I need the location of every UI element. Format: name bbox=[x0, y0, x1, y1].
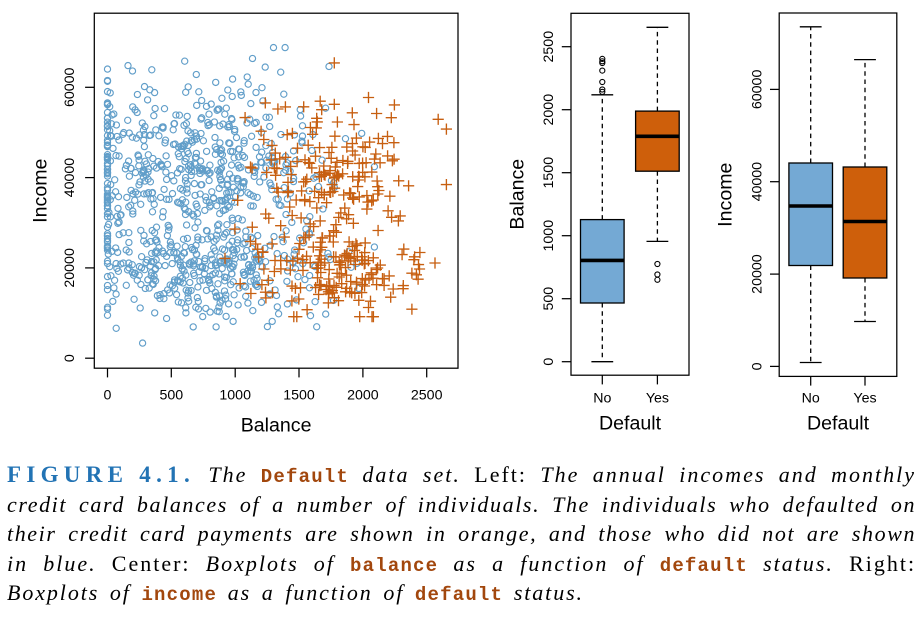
svg-text:Default: Default bbox=[599, 413, 662, 435]
svg-text:500: 500 bbox=[541, 287, 557, 311]
svg-text:Yes: Yes bbox=[853, 391, 876, 407]
svg-text:Yes: Yes bbox=[646, 391, 669, 407]
svg-text:20000: 20000 bbox=[62, 248, 78, 288]
svg-text:Income: Income bbox=[715, 162, 737, 226]
svg-text:500: 500 bbox=[159, 388, 183, 404]
svg-text:60000: 60000 bbox=[62, 67, 78, 107]
svg-text:20000: 20000 bbox=[749, 254, 765, 294]
svg-text:1000: 1000 bbox=[219, 388, 251, 404]
svg-text:60000: 60000 bbox=[749, 70, 765, 110]
svg-text:2500: 2500 bbox=[411, 388, 443, 404]
svg-text:40000: 40000 bbox=[62, 158, 78, 198]
svg-text:40000: 40000 bbox=[749, 162, 765, 202]
svg-text:2000: 2000 bbox=[541, 94, 557, 126]
svg-text:1000: 1000 bbox=[541, 220, 557, 252]
svg-text:1500: 1500 bbox=[283, 388, 315, 404]
svg-text:Balance: Balance bbox=[506, 159, 528, 230]
svg-text:0: 0 bbox=[104, 388, 112, 404]
svg-text:Balance: Balance bbox=[241, 415, 312, 437]
svg-text:No: No bbox=[593, 391, 611, 407]
svg-text:Income: Income bbox=[30, 158, 52, 222]
svg-text:0: 0 bbox=[541, 358, 557, 366]
svg-text:No: No bbox=[802, 391, 820, 407]
svg-text:2500: 2500 bbox=[541, 31, 557, 63]
svg-text:2000: 2000 bbox=[347, 388, 379, 404]
svg-text:Default: Default bbox=[807, 413, 870, 435]
svg-text:0: 0 bbox=[749, 362, 765, 370]
svg-text:1500: 1500 bbox=[541, 157, 557, 189]
svg-text:0: 0 bbox=[62, 354, 78, 362]
